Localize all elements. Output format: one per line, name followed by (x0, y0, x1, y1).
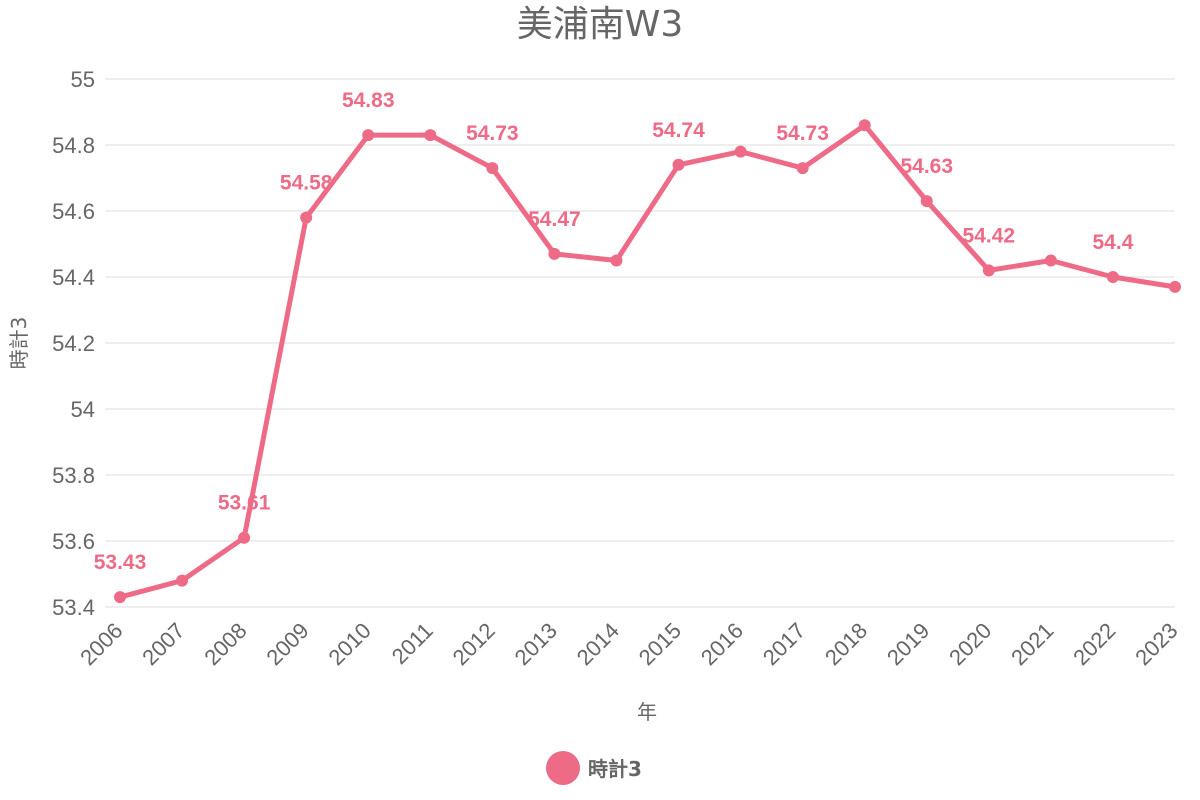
y-axis-title: 時計3 (7, 317, 31, 370)
legend-label: 時計3 (588, 757, 642, 781)
data-point[interactable] (672, 158, 685, 171)
x-axis-title: 年 (637, 700, 657, 724)
data-label: 54.58 (280, 172, 333, 195)
data-label: 54.83 (342, 89, 395, 112)
series-group (114, 119, 1181, 604)
y-tick-label: 54.8 (52, 133, 95, 158)
x-tick-label: 2015 (634, 618, 686, 670)
x-tick-label: 2009 (261, 618, 313, 670)
data-point[interactable] (362, 129, 375, 142)
data-point[interactable] (548, 247, 561, 260)
data-label: 53.61 (218, 492, 271, 515)
data-point[interactable] (176, 574, 189, 587)
chart-title: 美浦南W3 (517, 4, 684, 45)
data-label: 54.63 (900, 155, 953, 178)
data-point[interactable] (238, 531, 251, 544)
x-tick-label: 2013 (510, 618, 562, 670)
data-point[interactable] (610, 254, 623, 267)
x-tick-label: 2006 (75, 618, 127, 670)
data-point[interactable] (734, 145, 747, 158)
data-point[interactable] (796, 162, 809, 175)
data-point[interactable] (300, 211, 313, 224)
y-tick-label: 53.8 (52, 463, 95, 488)
x-tick-label: 2014 (572, 618, 624, 670)
data-label: 54.42 (963, 224, 1016, 247)
data-point[interactable] (858, 119, 871, 132)
x-tick-label: 2018 (820, 618, 872, 670)
data-label: 54.4 (1093, 231, 1134, 254)
x-tick-label: 2012 (448, 618, 500, 670)
legend[interactable]: 時計3 (546, 751, 642, 785)
data-label: 54.73 (776, 122, 829, 145)
y-tick-label: 53.6 (52, 529, 95, 554)
series-line (117, 122, 1178, 600)
gridlines (105, 78, 1175, 608)
data-label: 54.73 (466, 122, 519, 145)
x-tick-label: 2017 (758, 618, 810, 670)
y-axis-ticks: 53.4 53.6 53.8 54 54.2 54.4 54.6 54.8 55 (52, 67, 95, 620)
y-tick-label: 54.6 (52, 199, 95, 224)
x-tick-label: 2021 (1006, 618, 1058, 670)
data-point[interactable] (1106, 271, 1119, 283)
y-tick-label: 54 (71, 397, 95, 422)
x-tick-label: 2020 (944, 618, 996, 670)
legend-swatch (546, 751, 580, 785)
x-tick-label: 2016 (696, 618, 748, 670)
x-tick-label: 2007 (137, 618, 189, 670)
x-tick-label: 2011 (387, 618, 438, 669)
data-point[interactable] (920, 195, 933, 208)
x-tick-label: 2019 (882, 618, 934, 670)
data-point[interactable] (114, 591, 126, 604)
data-point[interactable] (486, 162, 499, 175)
data-point[interactable] (1044, 254, 1057, 267)
x-tick-label: 2023 (1130, 618, 1182, 670)
data-point[interactable] (424, 129, 437, 142)
y-tick-label: 54.4 (52, 265, 95, 290)
y-tick-label: 54.2 (52, 331, 95, 356)
data-label: 53.43 (94, 551, 147, 574)
x-tick-label: 2008 (199, 618, 251, 670)
data-label: 54.47 (528, 208, 581, 231)
data-labels: 53.43 53.61 54.58 54.83 54.73 54.47 54.74 54.73… (94, 89, 1134, 574)
x-tick-label: 2022 (1068, 618, 1120, 670)
x-axis-ticks: 2006 2007 2008 2009 2010 2011 2012 2013 2014 2015… (75, 618, 1182, 670)
y-tick-label: 55 (71, 67, 95, 92)
data-label: 54.74 (652, 119, 705, 142)
y-tick-label: 53.4 (52, 595, 95, 620)
data-point[interactable] (1169, 280, 1181, 293)
x-tick-label: 2010 (323, 618, 375, 670)
data-point[interactable] (982, 264, 995, 277)
